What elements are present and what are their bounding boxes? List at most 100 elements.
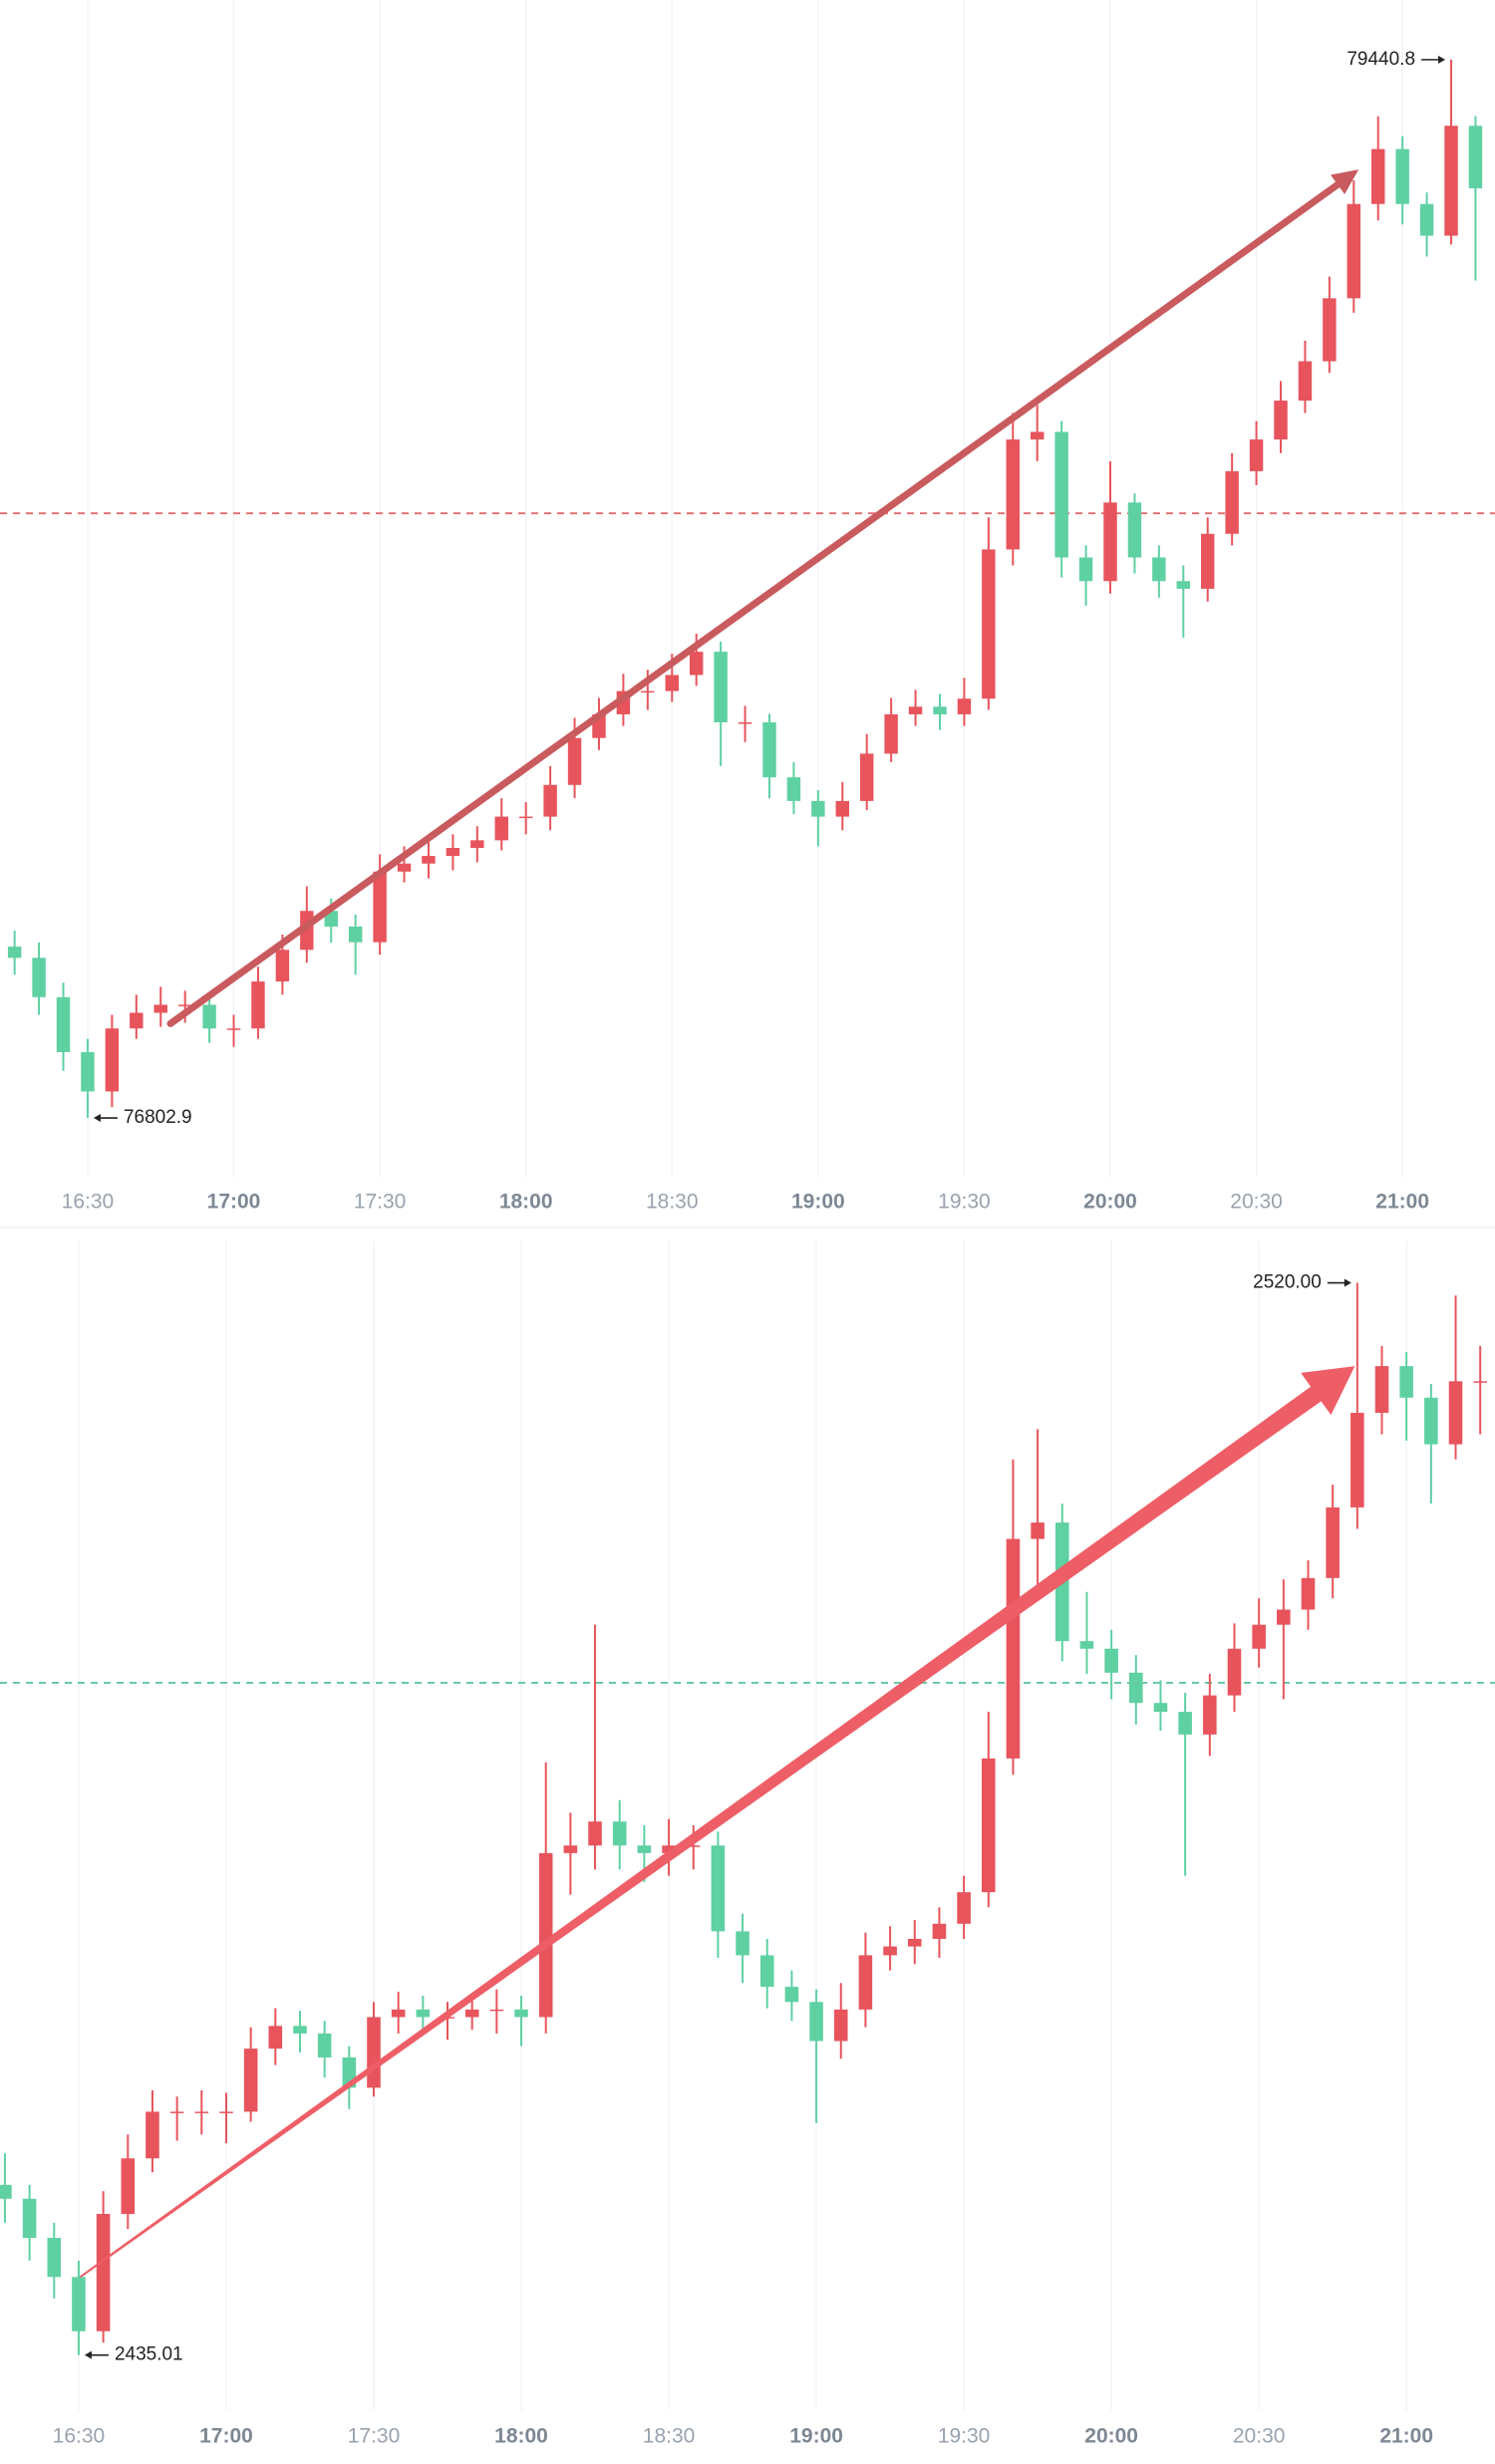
candle-body (883, 1946, 897, 1956)
x-tick-label: 18:00 (499, 1191, 553, 1214)
candle-body (194, 2111, 209, 2113)
candle-body (1249, 439, 1264, 471)
candle-body (1030, 431, 1045, 440)
candle-body (202, 1004, 216, 1029)
candle-body (612, 1821, 627, 1846)
candle-body (317, 2033, 332, 2057)
candle-body (177, 1004, 192, 1006)
candle-body (518, 816, 533, 819)
label-arrow-head (84, 2350, 92, 2359)
candle-body (32, 958, 46, 997)
candle-body (275, 950, 290, 982)
candle-body (884, 713, 898, 754)
candle-body (543, 784, 557, 817)
x-tick-label: 20:30 (1230, 1191, 1283, 1214)
candle-body (1225, 470, 1239, 534)
candle-body (1078, 557, 1093, 582)
candle-body (81, 1051, 95, 1092)
candle-body (1395, 148, 1409, 204)
candle-body (784, 1987, 799, 2003)
max-label: 2520.00 (1253, 1272, 1322, 1293)
candle-body (907, 1938, 922, 1947)
label-arrow-head (1438, 55, 1446, 64)
candle-body (982, 549, 996, 699)
candle-body (957, 698, 972, 714)
candle-body (1419, 203, 1434, 236)
x-tick-label: 17:30 (348, 2425, 401, 2448)
x-tick-label: 18:00 (494, 2425, 548, 2448)
candle-body (738, 721, 752, 724)
candle-body (933, 706, 947, 714)
x-tick-label: 19:00 (791, 1191, 845, 1214)
trend-arrow (79, 1366, 1355, 2279)
candle-body (588, 1821, 602, 1846)
candle-body (689, 652, 704, 676)
min-label: 2435.01 (115, 2344, 183, 2365)
candle-body (1323, 298, 1337, 362)
candle-body (105, 1028, 120, 1092)
candle-body (759, 1955, 774, 1988)
candle-body (1371, 148, 1385, 204)
candle-body (1104, 1648, 1118, 1673)
candle-body (736, 1931, 749, 1956)
x-tick-label: 16:30 (53, 2425, 106, 2448)
candle-body (1350, 1412, 1364, 1507)
x-tick-label: 20:00 (1084, 2425, 1138, 2448)
candle-body (153, 1004, 167, 1013)
candle-body (1129, 1672, 1143, 1704)
candle-body (422, 856, 436, 864)
candle-body (1298, 361, 1313, 402)
candle-body (446, 848, 460, 857)
candle-body (22, 2198, 37, 2239)
candle-body (416, 2009, 431, 2018)
candle-body (1274, 401, 1288, 440)
candle-body (932, 1923, 947, 1939)
candle-body (809, 2002, 823, 2042)
label-arrow-head (1344, 1278, 1351, 1287)
candle-body (489, 2009, 504, 2012)
min-label: 76802.9 (124, 1107, 192, 1128)
candle-body (243, 2049, 258, 2112)
candle-body (665, 675, 679, 691)
candle-body (1153, 1703, 1168, 1713)
candle-body (1152, 557, 1166, 582)
candle-body (464, 2009, 479, 2018)
candle-body (762, 721, 776, 778)
candle-body (908, 706, 923, 714)
x-tick-label: 19:00 (789, 2425, 843, 2448)
candle-body (538, 1852, 553, 2018)
candle-body (641, 690, 655, 693)
candle-body (1178, 1712, 1192, 1735)
candle-body (1127, 502, 1142, 558)
candle-body (226, 1028, 241, 1030)
x-tick-label: 18:30 (643, 2425, 696, 2448)
candle-body (1448, 1381, 1463, 1445)
trend-arrow-head (1331, 169, 1359, 195)
x-tick-label: 16:30 (62, 1191, 115, 1214)
candle-body (1054, 431, 1068, 558)
candle-body (835, 800, 849, 817)
x-tick-label: 18:30 (646, 1191, 699, 1214)
candle-body (514, 2009, 528, 2018)
candle-body (811, 800, 825, 817)
candle-body (7, 947, 22, 958)
candle-body (859, 753, 874, 801)
candle-body (1468, 126, 1483, 189)
candle-body (72, 2277, 86, 2331)
candle-body (563, 1845, 578, 1853)
candle-body (470, 840, 484, 849)
candle-body (0, 2184, 12, 2199)
max-label: 79440.8 (1346, 49, 1415, 70)
candle-body (686, 1845, 701, 1847)
x-tick-label: 20:00 (1083, 1191, 1137, 1214)
candle-body (1326, 1506, 1340, 1578)
x-tick-label: 17:00 (207, 1191, 261, 1214)
candle-body (858, 1955, 873, 2010)
candle-body (268, 2026, 283, 2050)
candle-body (1006, 439, 1021, 550)
candle-body (1346, 203, 1361, 299)
x-tick-label: 17:00 (199, 2425, 253, 2448)
candle-body (637, 1845, 652, 1853)
